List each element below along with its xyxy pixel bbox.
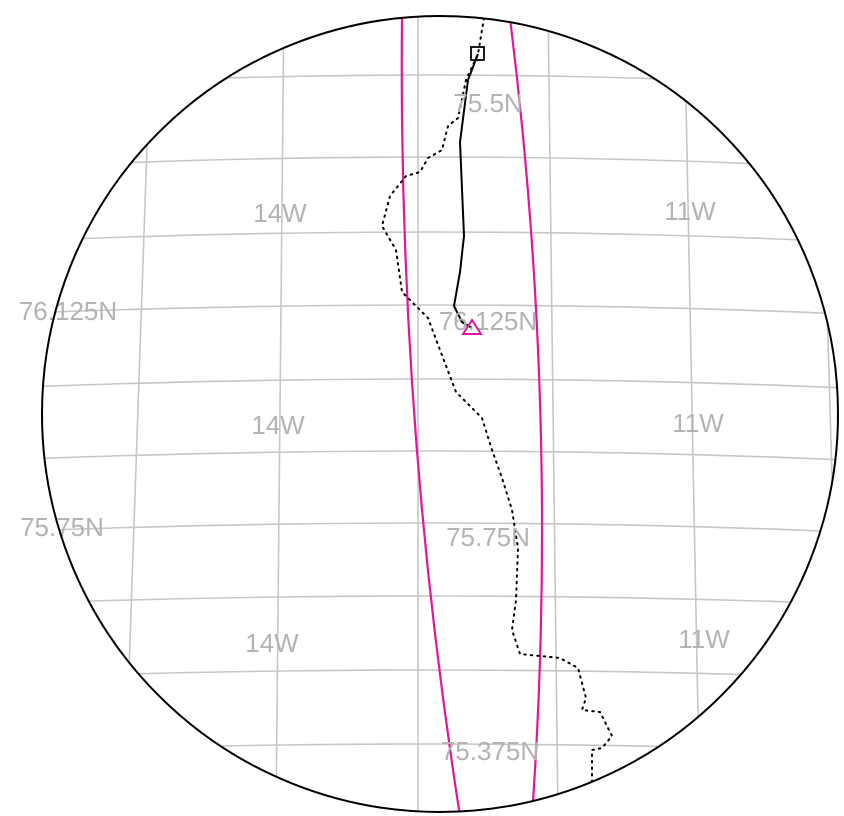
lon-label: 11W: [672, 408, 724, 438]
track-dotted: [380, 17, 614, 787]
parallel-line: [42, 450, 838, 461]
parallel-line: [42, 156, 838, 169]
lon-label: 11W: [678, 624, 730, 654]
parallel-line: [42, 378, 838, 389]
boundary-lines: [400, 17, 544, 812]
meridian-line: [275, 16, 285, 812]
lon-label: 11W: [664, 196, 716, 226]
lon-label: 14W: [245, 628, 299, 658]
parallel-line: [42, 304, 838, 315]
boundary-line-right: [508, 17, 544, 812]
lat-label: 75.375N: [441, 736, 539, 766]
lat-label: 75.5N: [453, 88, 522, 118]
lat-label: 76.125N: [439, 306, 537, 336]
parallel-line: [42, 231, 838, 243]
boundary-line-left: [400, 17, 462, 812]
start-square-marker: [470, 46, 485, 61]
map-frame: [41, 15, 839, 813]
parallel-line: [42, 522, 838, 533]
graticule-labels: 75.5N 14W 11W 76.125N 76.125N 14W 11W 75…: [19, 88, 730, 766]
graticule-meridians: [123, 16, 838, 812]
lat-label: 76.125N: [19, 296, 117, 326]
track-solid: [452, 53, 479, 329]
parallel-line: [42, 743, 838, 753]
meridian-line: [547, 16, 559, 812]
parallel-line: [0, 0, 844, 8]
meridian-line: [683, 16, 701, 812]
lat-label: 75.75N: [446, 522, 530, 552]
meridian-line: [123, 16, 153, 812]
parallel-line: [42, 595, 838, 605]
parallel-line: [42, 74, 838, 89]
lon-label: 14W: [253, 198, 307, 228]
parallel-line: [42, 669, 838, 679]
end-triangle-marker: [461, 318, 483, 335]
lon-label: 14W: [251, 410, 305, 440]
